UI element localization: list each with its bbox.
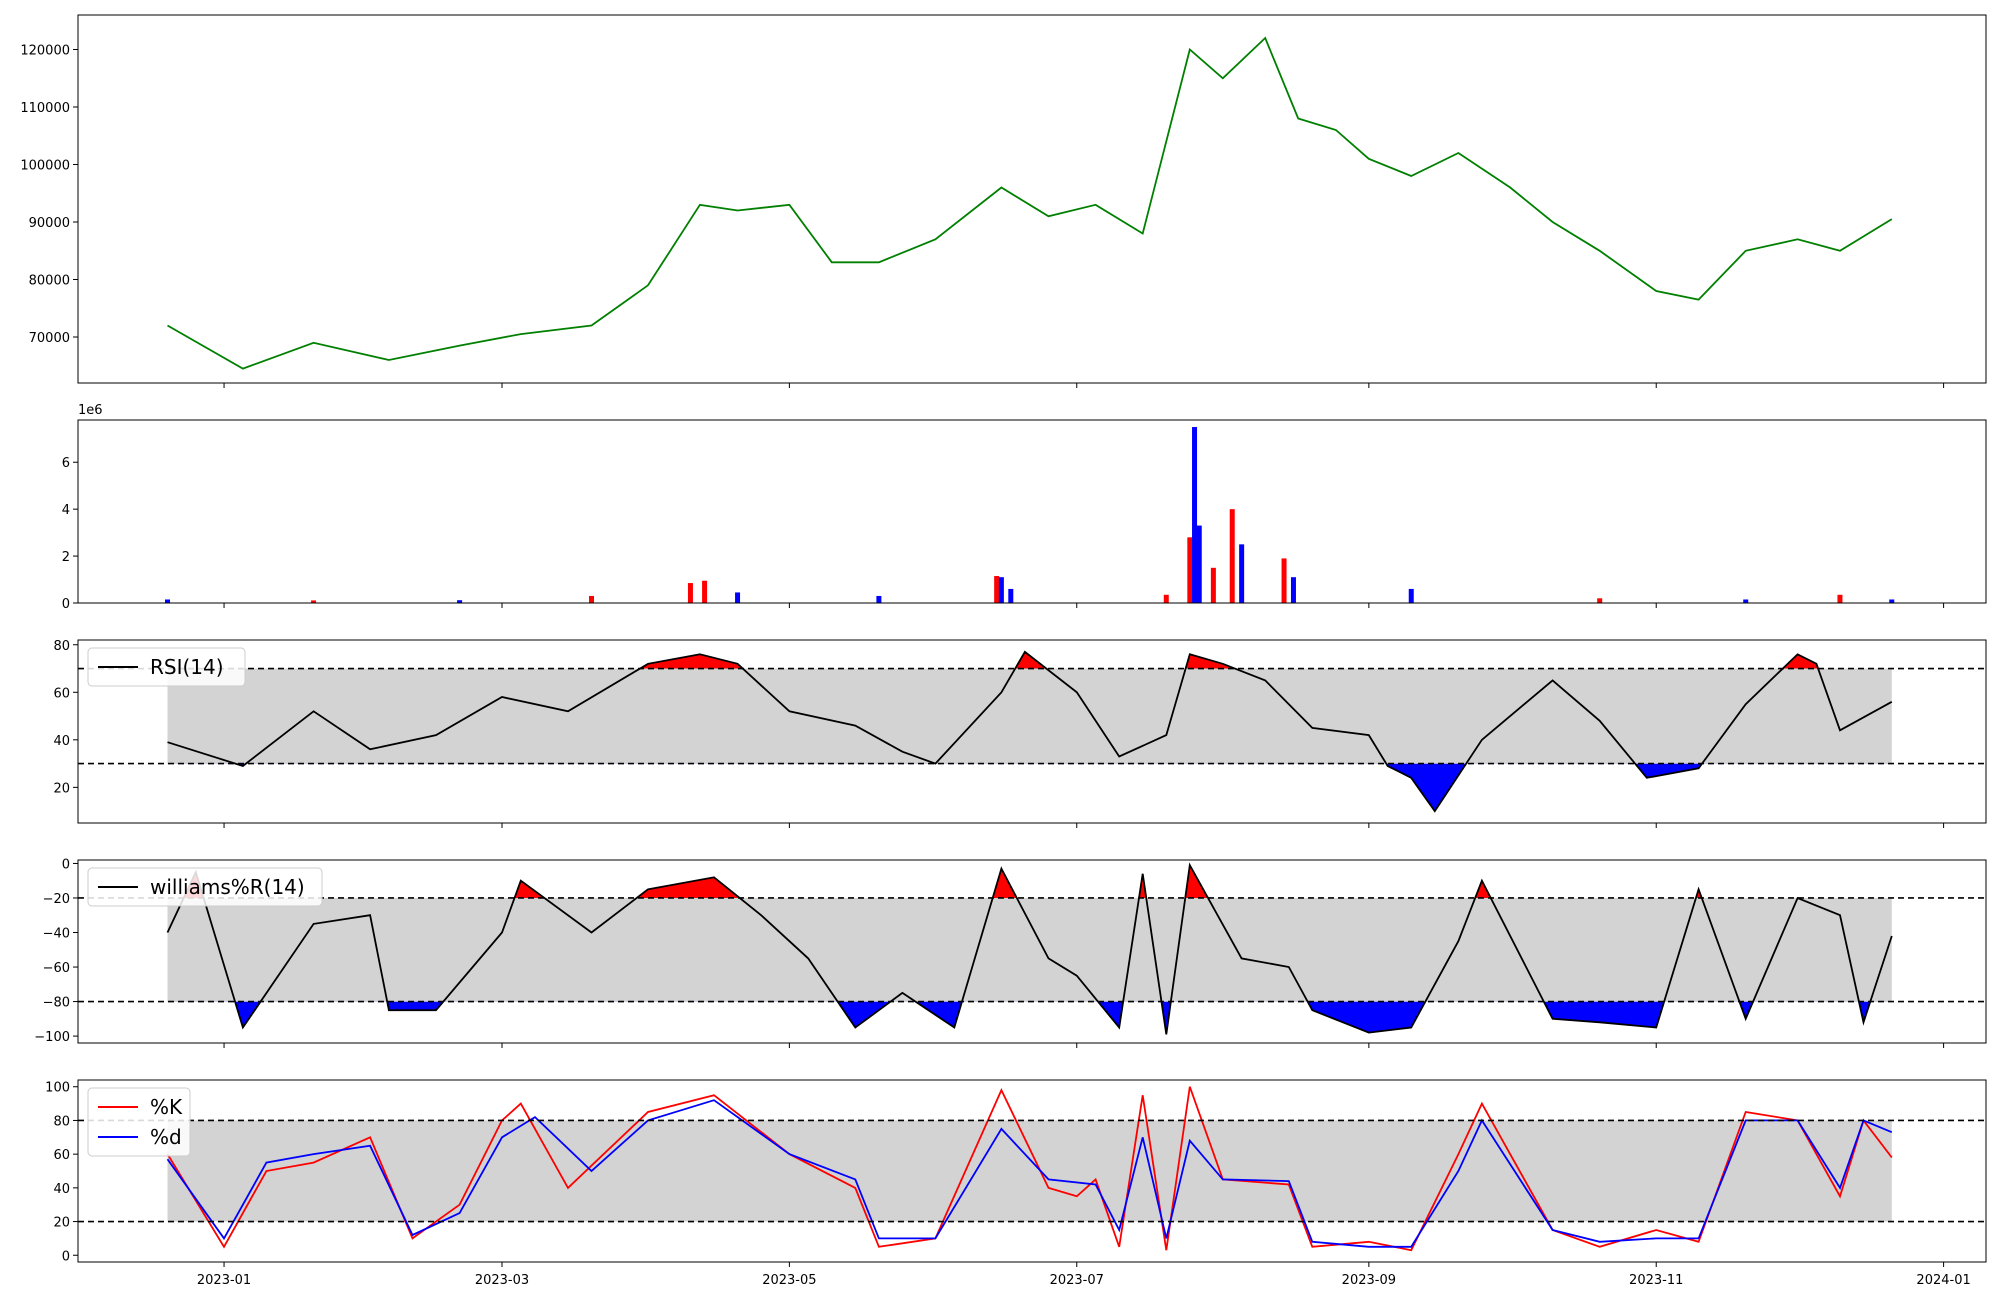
volume-bar	[1743, 599, 1749, 603]
y-tick-label: 0	[62, 1249, 70, 1264]
y-tick-label: 80000	[29, 274, 70, 289]
y-tick-label: 60	[53, 1148, 70, 1163]
volume-bar	[994, 576, 1000, 603]
x-tick-label: 2023-05	[762, 1273, 816, 1288]
series-line-pct-K	[166, 1086, 1893, 1252]
y-tick-label: 60	[53, 686, 70, 701]
volume-bar	[311, 600, 317, 603]
volume-bar	[1281, 558, 1287, 603]
volume-bar	[1008, 588, 1014, 603]
volume-bar	[1837, 594, 1843, 603]
x-tick-label: 2023-09	[1342, 1273, 1396, 1288]
price-line	[167, 36, 1893, 370]
y-tick-label: 120000	[20, 44, 70, 59]
volume-bar	[1290, 577, 1296, 603]
y-tick-label: 90000	[29, 216, 70, 231]
volume-bar	[1889, 599, 1895, 603]
y-tick-label: 4	[62, 503, 70, 518]
y-tick-label: 40	[53, 734, 70, 749]
y-tick-label: −60	[43, 961, 70, 976]
y-tick-label: 6	[62, 456, 70, 471]
y-tick-label: 70000	[29, 331, 70, 346]
volume-bar	[1229, 509, 1235, 603]
x-tick-label: 2023-01	[197, 1273, 251, 1288]
volume-bar	[702, 580, 708, 603]
volume-bar	[1408, 588, 1414, 603]
volume-bar	[1597, 598, 1603, 603]
y-tick-label: 110000	[20, 101, 70, 116]
y-tick-label: 80	[53, 639, 70, 654]
volume-bar	[1192, 427, 1198, 603]
volume-bar	[998, 577, 1004, 603]
y-tick-label: −100	[34, 1030, 70, 1045]
legend-box	[87, 1087, 191, 1157]
panel-4-frame	[77, 859, 1987, 1044]
y-tick-label: 0	[62, 597, 70, 612]
volume-bar	[876, 595, 882, 603]
neutral-band	[167, 1120, 1892, 1222]
offset-label: 1e6	[78, 403, 103, 418]
legend-label: RSI(14)	[150, 655, 224, 679]
volume-bar	[1163, 594, 1169, 603]
x-tick-label: 2023-03	[475, 1273, 529, 1288]
panel-3-frame	[77, 639, 1987, 824]
legend-label: %K	[150, 1095, 183, 1119]
legend-label: williams%R(14)	[150, 875, 305, 899]
y-tick-label: −80	[43, 996, 70, 1011]
neutral-band	[167, 897, 1892, 1002]
y-tick-label: 40	[53, 1182, 70, 1197]
panel-5-frame	[77, 1079, 1987, 1263]
y-tick-label: −40	[43, 927, 70, 942]
x-tick-label: 2024-01	[1916, 1273, 1970, 1288]
series-line-pct-d	[166, 1099, 1893, 1248]
y-tick-label: 100000	[20, 159, 70, 174]
volume-bar	[165, 599, 171, 603]
volume-bar	[457, 600, 463, 603]
legend-box	[87, 647, 246, 687]
panel-1-frame	[77, 14, 1987, 384]
y-tick-label: 100	[45, 1081, 70, 1096]
volume-bar	[1210, 567, 1216, 603]
legend-box	[87, 867, 323, 907]
volume-bar	[1187, 537, 1193, 603]
y-tick-label: 2	[62, 550, 70, 565]
volume-bar	[735, 592, 741, 603]
volume-bar	[1239, 544, 1245, 603]
overbought-fill	[167, 651, 1892, 669]
y-tick-label: 20	[53, 1216, 70, 1231]
legend-label: %d	[150, 1125, 182, 1149]
y-tick-label: −20	[43, 892, 70, 907]
volume-bar	[589, 595, 595, 603]
panel-2-frame	[77, 419, 1987, 604]
x-tick-label: 2023-11	[1629, 1273, 1683, 1288]
y-tick-label: 20	[53, 781, 70, 796]
x-tick-label: 2023-07	[1050, 1273, 1104, 1288]
indicator-line	[167, 650, 1893, 813]
neutral-band	[167, 668, 1892, 764]
y-tick-label: 0	[62, 857, 70, 872]
y-tick-label: 80	[53, 1114, 70, 1129]
volume-bar	[1196, 525, 1202, 603]
volume-bar	[687, 583, 693, 603]
